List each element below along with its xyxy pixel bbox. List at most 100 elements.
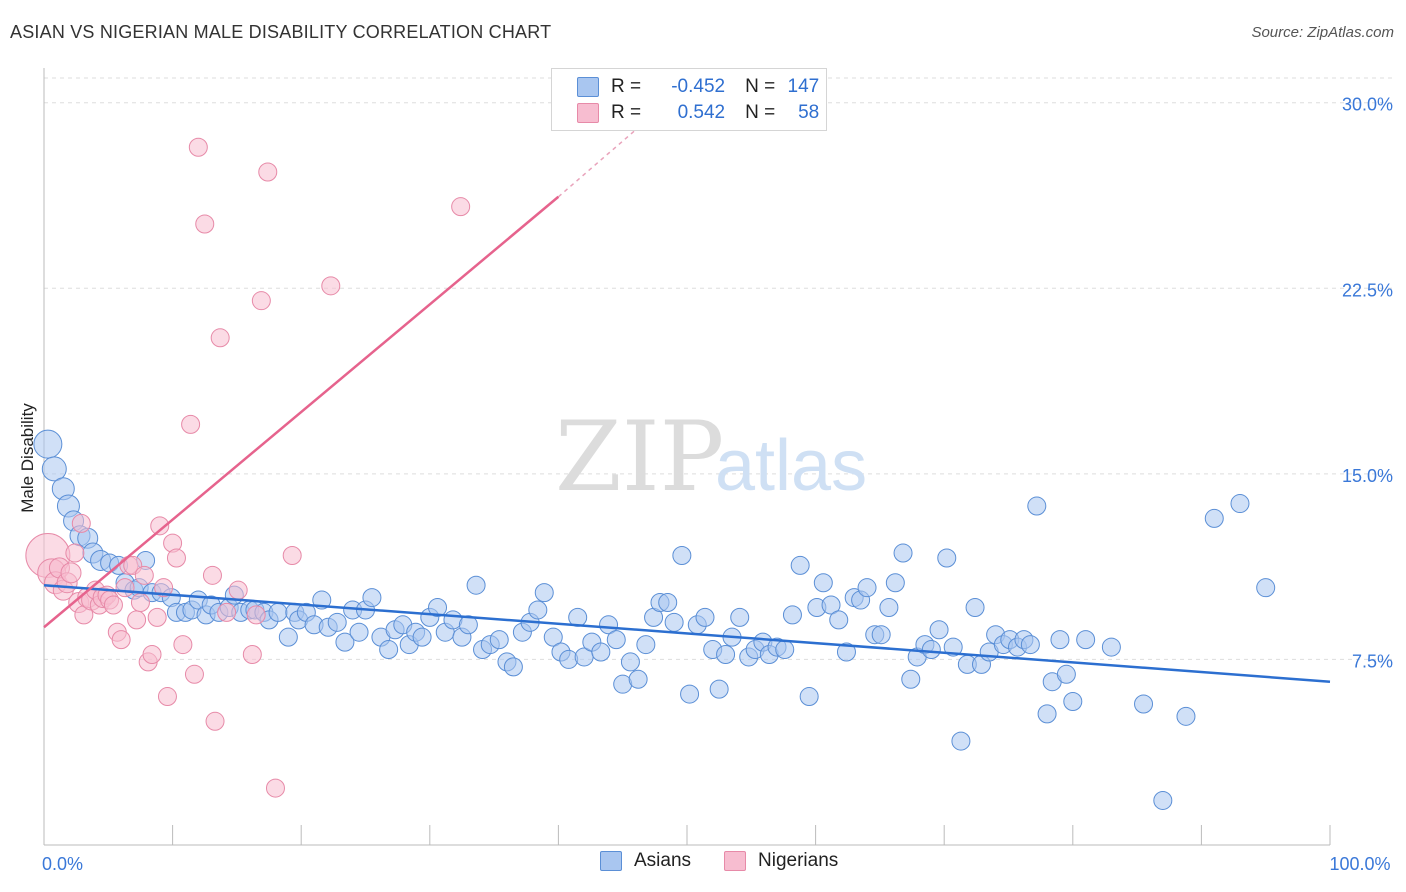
asian-point xyxy=(709,679,729,699)
asian-point xyxy=(1027,496,1047,516)
asian-point xyxy=(428,597,448,617)
asian-point xyxy=(695,607,715,627)
chart-title: ASIAN VS NIGERIAN MALE DISABILITY CORREL… xyxy=(10,22,552,42)
nigerian-point xyxy=(228,580,248,600)
asians-series xyxy=(33,429,1276,810)
asian-point xyxy=(672,546,692,566)
asian-point xyxy=(943,637,963,657)
nigerian-point xyxy=(321,276,341,296)
asian-point xyxy=(543,627,563,647)
legend-item-asians[interactable]: Asians xyxy=(600,850,691,872)
asian-point xyxy=(730,607,750,627)
asian-point xyxy=(680,684,700,704)
asian-point xyxy=(821,595,841,615)
asian-point xyxy=(636,635,656,655)
asian-point xyxy=(1056,664,1076,684)
legend-n-value-asians: 147 xyxy=(787,76,820,97)
y-tick-label: 7.5% xyxy=(1352,651,1393,671)
legend-r-label: R = xyxy=(611,76,642,97)
legend-n-label: N = xyxy=(745,102,776,123)
asian-point xyxy=(606,630,626,650)
asian-point xyxy=(813,573,833,593)
asian-point xyxy=(965,597,985,617)
asian-point xyxy=(1176,706,1196,726)
nigerian-point xyxy=(451,197,471,217)
y-tick-label: 22.5% xyxy=(1342,280,1393,300)
asian-point xyxy=(503,657,523,677)
series-legend: Asians Nigerians xyxy=(0,850,1406,878)
asian-point xyxy=(716,644,736,664)
asian-point xyxy=(1020,635,1040,655)
asian-point xyxy=(929,620,949,640)
nigerian-point xyxy=(217,602,237,622)
nigerians-trend-line xyxy=(43,195,560,629)
asian-point xyxy=(1256,578,1276,598)
nigerian-point xyxy=(184,664,204,684)
nigerian-point xyxy=(173,635,193,655)
asian-point xyxy=(1230,494,1250,514)
asian-point xyxy=(620,652,640,672)
nigerian-point xyxy=(130,593,150,613)
asian-point xyxy=(664,612,684,632)
legend-swatch-asians xyxy=(600,851,622,871)
legend-row-asians: R = -0.452 N = 147 xyxy=(552,74,819,100)
x-tick-label: 0.0% xyxy=(42,854,83,874)
nigerian-point xyxy=(154,578,174,598)
asian-point xyxy=(412,627,432,647)
nigerian-point xyxy=(282,546,302,566)
watermark-atlas: atlas xyxy=(715,426,867,506)
x-tick-label: 100.0% xyxy=(1329,854,1390,874)
legend-row-nigerians: R = 0.542 N = 58 xyxy=(552,100,819,126)
asian-point xyxy=(278,627,298,647)
asian-point xyxy=(489,630,509,650)
nigerian-point xyxy=(195,214,215,234)
asians-trend-line xyxy=(43,583,1331,683)
asian-point xyxy=(885,573,905,593)
asian-point xyxy=(658,593,678,613)
asian-point xyxy=(362,588,382,608)
asian-point xyxy=(335,632,355,652)
asian-point xyxy=(1134,694,1154,714)
asian-point xyxy=(268,602,288,622)
source-label: Source: ZipAtlas.com xyxy=(1251,24,1394,41)
asian-point xyxy=(1076,630,1096,650)
legend-r-value-asians: -0.452 xyxy=(671,76,726,97)
asian-point xyxy=(857,578,877,598)
asian-point xyxy=(790,555,810,575)
asian-point xyxy=(628,669,648,689)
asian-point xyxy=(599,615,619,635)
asian-point xyxy=(1037,704,1057,724)
asian-point xyxy=(534,583,554,603)
nigerian-point xyxy=(150,516,170,536)
legend-n-value-nigerians: 58 xyxy=(798,102,820,123)
legend-label-asians: Asians xyxy=(634,850,692,871)
nigerian-point xyxy=(115,578,135,598)
nigerians-trend-extension xyxy=(557,129,637,198)
asian-point xyxy=(1063,691,1083,711)
y-tick-label: 15.0% xyxy=(1342,466,1393,486)
nigerians-series xyxy=(25,137,471,798)
asian-point xyxy=(528,600,548,620)
asian-point xyxy=(1050,630,1070,650)
nigerian-point xyxy=(142,644,162,664)
asian-point xyxy=(591,642,611,662)
legend-swatch-nigerians xyxy=(577,103,599,123)
asian-point xyxy=(782,605,802,625)
legend-item-nigerians[interactable]: Nigerians xyxy=(724,850,838,872)
nigerian-point xyxy=(60,562,82,584)
nigerian-point xyxy=(71,513,91,533)
asian-point xyxy=(937,548,957,568)
legend-label-nigerians: Nigerians xyxy=(758,850,839,871)
legend-r-label: R = xyxy=(611,102,642,123)
asian-point xyxy=(893,543,913,563)
nigerian-point xyxy=(166,548,186,568)
watermark-zip: ZIP xyxy=(555,401,724,513)
nigerian-point xyxy=(246,605,266,625)
asian-point xyxy=(466,575,486,595)
asian-point xyxy=(901,669,921,689)
asian-point xyxy=(879,597,899,617)
asian-point xyxy=(951,731,971,751)
nigerian-point xyxy=(242,644,262,664)
nigerian-point xyxy=(134,565,154,585)
